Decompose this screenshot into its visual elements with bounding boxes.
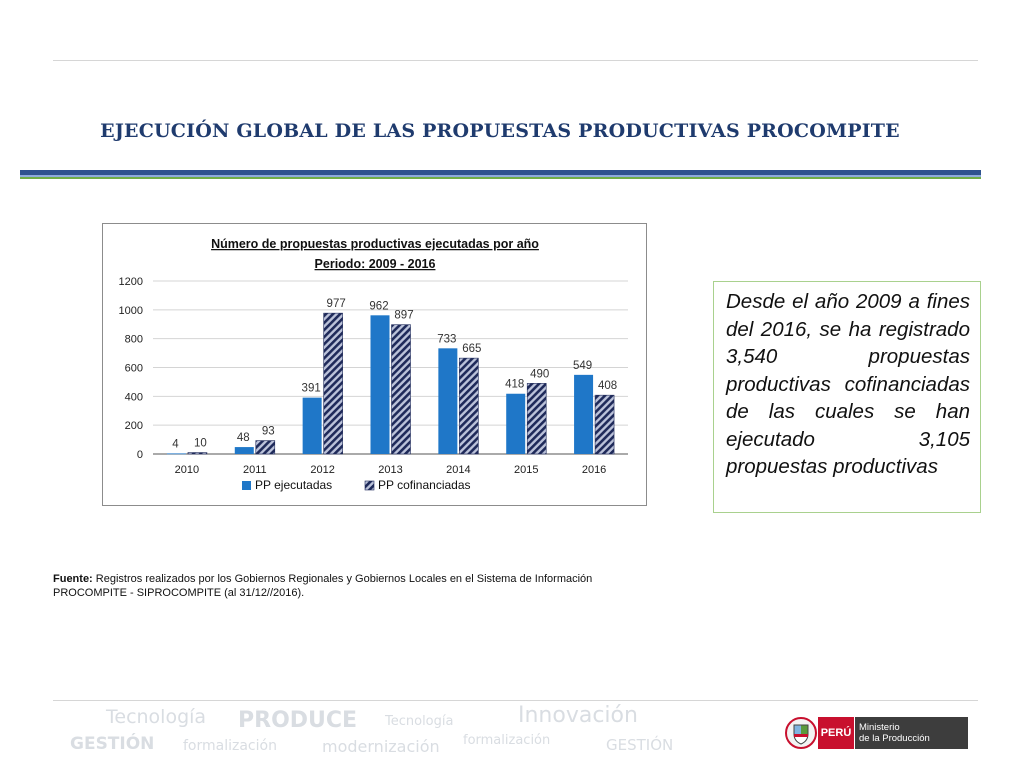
bar-cofinanciadas <box>187 452 208 455</box>
chart-subtitle: Periodo: 2009 - 2016 <box>315 257 436 271</box>
data-label: 962 <box>369 300 388 312</box>
watermark-word: Innovación <box>518 703 638 728</box>
data-label: 418 <box>505 379 524 391</box>
x-tick-label: 2016 <box>582 464 606 476</box>
legend-label: PP cofinanciadas <box>378 478 471 492</box>
y-tick-label: 600 <box>125 363 143 375</box>
watermark-word: formalización <box>463 733 551 748</box>
ministry-label: Ministerio de la Producción <box>855 717 968 749</box>
top-divider <box>53 60 978 61</box>
watermark-word: GESTIÓN <box>70 734 155 754</box>
bar-ejecutadas <box>438 348 458 454</box>
x-tick-label: 2013 <box>378 464 402 476</box>
ministry-line-2: de la Producción <box>859 733 930 744</box>
data-label: 408 <box>598 380 617 392</box>
title-band-green <box>20 177 981 179</box>
y-tick-label: 800 <box>125 334 143 346</box>
x-tick-label: 2015 <box>514 464 538 476</box>
data-label: 977 <box>327 298 346 310</box>
grid-layer <box>153 280 628 455</box>
bar-ejecutadas <box>166 453 186 455</box>
bar-cofinanciadas <box>526 383 547 455</box>
bar-ejecutadas <box>234 447 254 454</box>
data-label: 10 <box>194 438 207 450</box>
data-label: 48 <box>237 432 250 444</box>
bar-chart: Número de propuestas productivas ejecuta… <box>102 223 647 506</box>
x-tick-label: 2011 <box>243 464 267 476</box>
legend-swatch <box>364 480 375 491</box>
data-label: 549 <box>573 360 592 372</box>
source-note: Fuente: Registros realizados por los Gob… <box>53 572 653 600</box>
legend-swatch <box>242 481 251 490</box>
data-label: 490 <box>530 368 549 380</box>
watermark-word: GESTIÓN <box>606 736 674 754</box>
bars-layer <box>166 312 615 455</box>
bar-cofinanciadas <box>323 312 343 455</box>
y-tick-label: 400 <box>125 391 143 403</box>
slide-title: EJECUCIÓN GLOBAL DE LAS PROPUESTAS PRODU… <box>100 120 900 142</box>
y-tick-label: 1200 <box>119 276 143 288</box>
source-text: Registros realizados por los Gobiernos R… <box>53 573 593 599</box>
watermark-word: Tecnología <box>106 706 207 728</box>
bottom-divider <box>53 700 978 701</box>
data-label: 665 <box>462 343 481 355</box>
data-label: 93 <box>262 426 275 438</box>
watermark-word: Tecnología <box>385 714 454 729</box>
chart-canvas: Número de propuestas productivas ejecuta… <box>119 237 628 492</box>
ministry-line-1: Ministerio <box>859 722 900 733</box>
watermark-word: PRODUCE <box>238 708 358 733</box>
x-tick-label: 2012 <box>310 464 334 476</box>
y-tick-label: 0 <box>137 449 143 461</box>
bar-cofinanciadas <box>255 440 276 455</box>
watermark-word: formalización <box>183 738 277 754</box>
data-label: 391 <box>302 383 321 395</box>
bar-cofinanciadas <box>594 394 615 455</box>
x-tick-label: 2014 <box>446 464 470 476</box>
bar-ejecutadas <box>574 374 594 454</box>
title-band-dark <box>20 170 981 175</box>
bar-ejecutadas <box>370 315 390 454</box>
bar-cofinanciadas <box>459 357 479 455</box>
coat-of-arms-icon <box>785 717 817 749</box>
chart-title: Número de propuestas productivas ejecuta… <box>211 237 539 251</box>
x-tick-label: 2010 <box>175 464 199 476</box>
source-label: Fuente: <box>53 573 93 585</box>
y-tick-label: 200 <box>125 420 143 432</box>
bar-ejecutadas <box>302 397 322 454</box>
legend: PP ejecutadas PP cofinanciadas <box>242 478 471 492</box>
bar-cofinanciadas <box>391 324 411 455</box>
labels-layer: 0 200 400 600 800 1000 1200 4 10 2010 48 93 2011 391 9… <box>119 276 618 476</box>
title-band-light <box>20 175 981 177</box>
peru-label: PERÚ <box>818 717 854 749</box>
data-label: 733 <box>437 333 456 345</box>
data-label: 897 <box>394 310 413 322</box>
summary-note: Desde el año 2009 a fines del 2016, se h… <box>713 281 981 513</box>
ministry-logo: PERÚ Ministerio de la Producción <box>784 714 970 752</box>
y-tick-label: 1000 <box>119 305 143 317</box>
watermark-word: modernización <box>322 737 440 756</box>
legend-label: PP ejecutadas <box>255 478 332 492</box>
data-label: 4 <box>172 438 179 450</box>
bar-ejecutadas <box>506 393 526 454</box>
